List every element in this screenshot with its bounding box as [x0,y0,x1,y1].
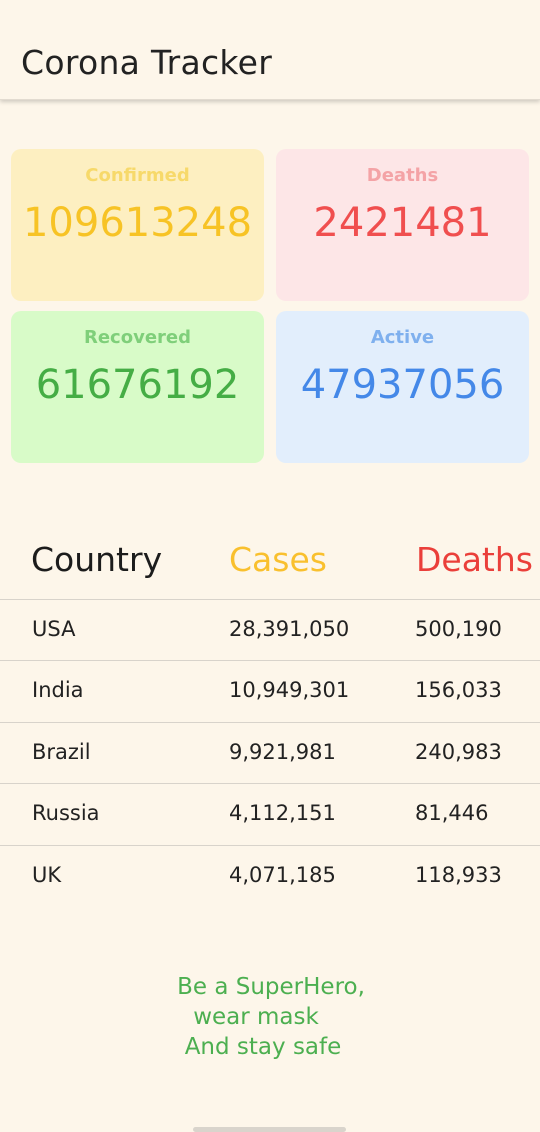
country-deaths: 118,933 [415,862,502,887]
confirmed-value: 109613248 [22,200,253,246]
recovered-card: Recovered 61676192 [11,311,264,463]
table-row[interactable]: India 10,949,301 156,033 [0,660,540,721]
country-cases: 9,921,981 [229,739,336,764]
country-deaths: 156,033 [415,678,502,703]
column-header-cases: Cases [229,540,327,579]
country-deaths: 500,190 [415,617,502,641]
slogan-line-2: wear mask [193,1004,319,1030]
app-bar: Corona Tracker [0,0,540,100]
country-cases: 4,112,151 [229,801,336,826]
home-indicator[interactable] [193,1127,346,1132]
active-value: 47937056 [300,362,505,408]
country-name: Russia [32,801,100,826]
slogan-line-1: Be a SuperHero, [177,974,365,1000]
column-header-deaths: Deaths [416,540,533,579]
slogan: Be a SuperHero, wear mask And stay safe [0,972,540,1062]
country-cases: 10,949,301 [229,678,350,703]
active-label: Active [370,327,435,348]
country-cases: 4,071,185 [229,862,336,887]
table-row[interactable]: Russia 4,112,151 81,446 [0,783,540,844]
slogan-line-3: And stay safe [184,1034,342,1060]
deaths-card: Deaths 2421481 [276,149,529,301]
confirmed-label: Confirmed [85,165,190,186]
table-row[interactable]: USA 28,391,050 500,190 [0,599,540,660]
page-title: Corona Tracker [21,43,273,82]
country-deaths: 240,983 [415,739,502,764]
column-header-country: Country [31,540,163,579]
country-name: Brazil [32,739,91,764]
table-row[interactable]: UK 4,071,185 118,933 [0,844,540,906]
deaths-label: Deaths [366,165,439,186]
table-row[interactable]: Brazil 9,921,981 240,983 [0,721,540,783]
country-deaths: 81,446 [415,801,489,826]
country-name: USA [32,617,76,641]
country-cases: 28,391,050 [229,617,350,641]
recovered-label: Recovered [83,327,191,348]
country-name: India [32,678,84,703]
deaths-value: 2421481 [313,200,492,246]
recovered-value: 61676192 [35,362,240,408]
confirmed-card: Confirmed 109613248 [11,149,264,301]
active-card: Active 47937056 [276,311,529,463]
country-name: UK [32,862,62,887]
country-table: USA 28,391,050 500,190 India 10,949,301 … [0,599,540,906]
